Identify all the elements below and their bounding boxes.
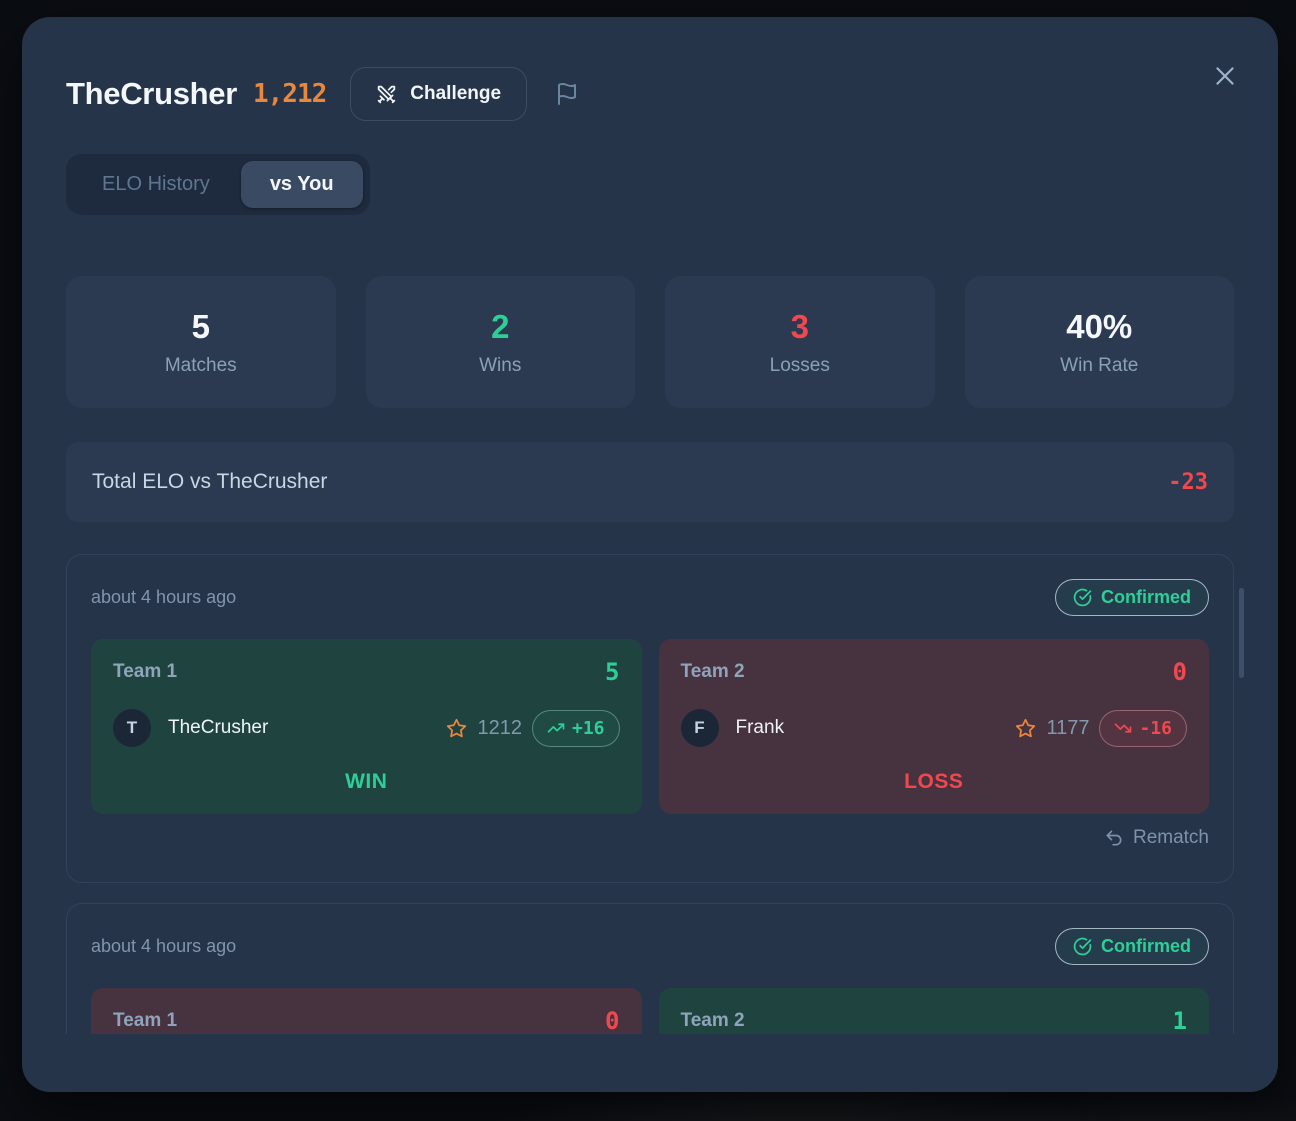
rematch-button-label: Rematch bbox=[1132, 827, 1209, 848]
undo-arrow-icon bbox=[1104, 828, 1124, 848]
check-circle-icon bbox=[1073, 937, 1092, 956]
stat-label-wins: Wins bbox=[479, 354, 522, 376]
player-elo-rating: 1,212 bbox=[252, 79, 327, 109]
challenge-button-label: Challenge bbox=[410, 83, 502, 104]
challenge-button[interactable]: Challenge bbox=[350, 67, 528, 121]
stat-card-wins: 2 Wins bbox=[365, 276, 635, 408]
player-rating: 1212 bbox=[477, 716, 522, 739]
player-name: TheCrusher bbox=[168, 717, 269, 738]
star-icon bbox=[1015, 718, 1036, 739]
total-elo-value: -23 bbox=[1168, 469, 1208, 495]
stat-card-losses: 3 Losses bbox=[665, 276, 935, 408]
team-card-winner: Team 1 5 T TheCrusher 1212 bbox=[91, 639, 642, 814]
close-icon bbox=[1212, 63, 1242, 89]
scrollbar-thumb[interactable] bbox=[1239, 588, 1244, 678]
player-row[interactable]: F Frank 1177 -16 bbox=[680, 709, 1187, 747]
stat-value-matches: 5 bbox=[191, 307, 210, 345]
trending-down-icon bbox=[1114, 719, 1132, 737]
modal-header: TheCrusher 1,212 Challenge bbox=[22, 17, 1278, 121]
match-timestamp: about 4 hours ago bbox=[91, 587, 237, 607]
team-label: Team 1 bbox=[113, 661, 178, 682]
flag-icon bbox=[555, 82, 579, 106]
player-rating: 1177 bbox=[1046, 716, 1090, 739]
match-timestamp: about 4 hours ago bbox=[91, 936, 237, 956]
tab-bar: ELO History vs You bbox=[66, 154, 370, 215]
team-card-loser: Team 2 0 F Frank 1177 bbox=[658, 639, 1209, 814]
status-badge-label: Confirmed bbox=[1101, 587, 1191, 607]
match-result-label: WIN bbox=[345, 770, 388, 793]
team-score: 0 bbox=[605, 1007, 620, 1034]
total-elo-label: Total ELO vs TheCrusher bbox=[92, 470, 328, 493]
close-button[interactable] bbox=[1212, 61, 1242, 91]
match-list: about 4 hours ago Confirmed Team 1 5 T bbox=[66, 554, 1234, 1034]
elo-delta-value: +16 bbox=[571, 717, 605, 739]
match-card: about 4 hours ago Confirmed Team 1 5 T bbox=[66, 554, 1234, 883]
team-score: 0 bbox=[1172, 658, 1187, 686]
player-name: TheCrusher bbox=[66, 76, 237, 111]
trending-up-icon bbox=[547, 719, 565, 737]
tab-vs-you[interactable]: vs You bbox=[240, 161, 363, 208]
stat-card-matches: 5 Matches bbox=[66, 276, 336, 408]
player-row[interactable]: T TheCrusher 1212 +16 bbox=[113, 709, 620, 747]
stat-label-losses: Losses bbox=[769, 354, 830, 376]
status-badge-label: Confirmed bbox=[1101, 936, 1191, 956]
check-circle-icon bbox=[1073, 588, 1092, 607]
stat-value-wins: 2 bbox=[491, 307, 510, 345]
stats-row: 5 Matches 2 Wins 3 Losses 40% Win Rate bbox=[66, 276, 1234, 408]
rematch-button[interactable]: Rematch bbox=[1104, 827, 1209, 849]
status-badge: Confirmed bbox=[1055, 928, 1209, 965]
elo-delta-badge: +16 bbox=[531, 709, 620, 747]
elo-delta-value: -16 bbox=[1139, 717, 1172, 739]
status-badge: Confirmed bbox=[1055, 579, 1209, 616]
stat-value-losses: 3 bbox=[790, 307, 809, 345]
stat-label-matches: Matches bbox=[164, 354, 237, 376]
swords-icon bbox=[376, 84, 397, 105]
elo-delta-badge: -16 bbox=[1099, 709, 1187, 747]
team-score: 5 bbox=[605, 658, 620, 686]
player-profile-modal: TheCrusher 1,212 Challenge ELO History v… bbox=[22, 17, 1278, 1092]
stat-value-win-rate: 40% bbox=[1066, 307, 1133, 345]
tab-elo-history[interactable]: ELO History bbox=[73, 161, 239, 208]
stat-label-win-rate: Win Rate bbox=[1060, 354, 1139, 376]
total-elo-row: Total ELO vs TheCrusher -23 bbox=[66, 442, 1234, 522]
report-flag-button[interactable] bbox=[555, 82, 579, 106]
team-label: Team 2 bbox=[680, 661, 745, 682]
star-icon bbox=[446, 718, 467, 739]
match-card: about 4 hours ago Confirmed Team 1 0 bbox=[66, 903, 1234, 1034]
team-card-winner: Team 2 1 bbox=[658, 988, 1209, 1034]
player-name: Frank bbox=[735, 717, 785, 738]
avatar: T bbox=[113, 709, 151, 747]
team-score: 1 bbox=[1172, 1007, 1187, 1034]
stat-card-win-rate: 40% Win Rate bbox=[964, 276, 1234, 408]
avatar: F bbox=[680, 709, 719, 747]
team-card-loser: Team 1 0 bbox=[91, 988, 642, 1034]
team-label: Team 1 bbox=[113, 1010, 178, 1031]
team-label: Team 2 bbox=[680, 1010, 745, 1031]
match-result-label: LOSS bbox=[904, 770, 964, 793]
